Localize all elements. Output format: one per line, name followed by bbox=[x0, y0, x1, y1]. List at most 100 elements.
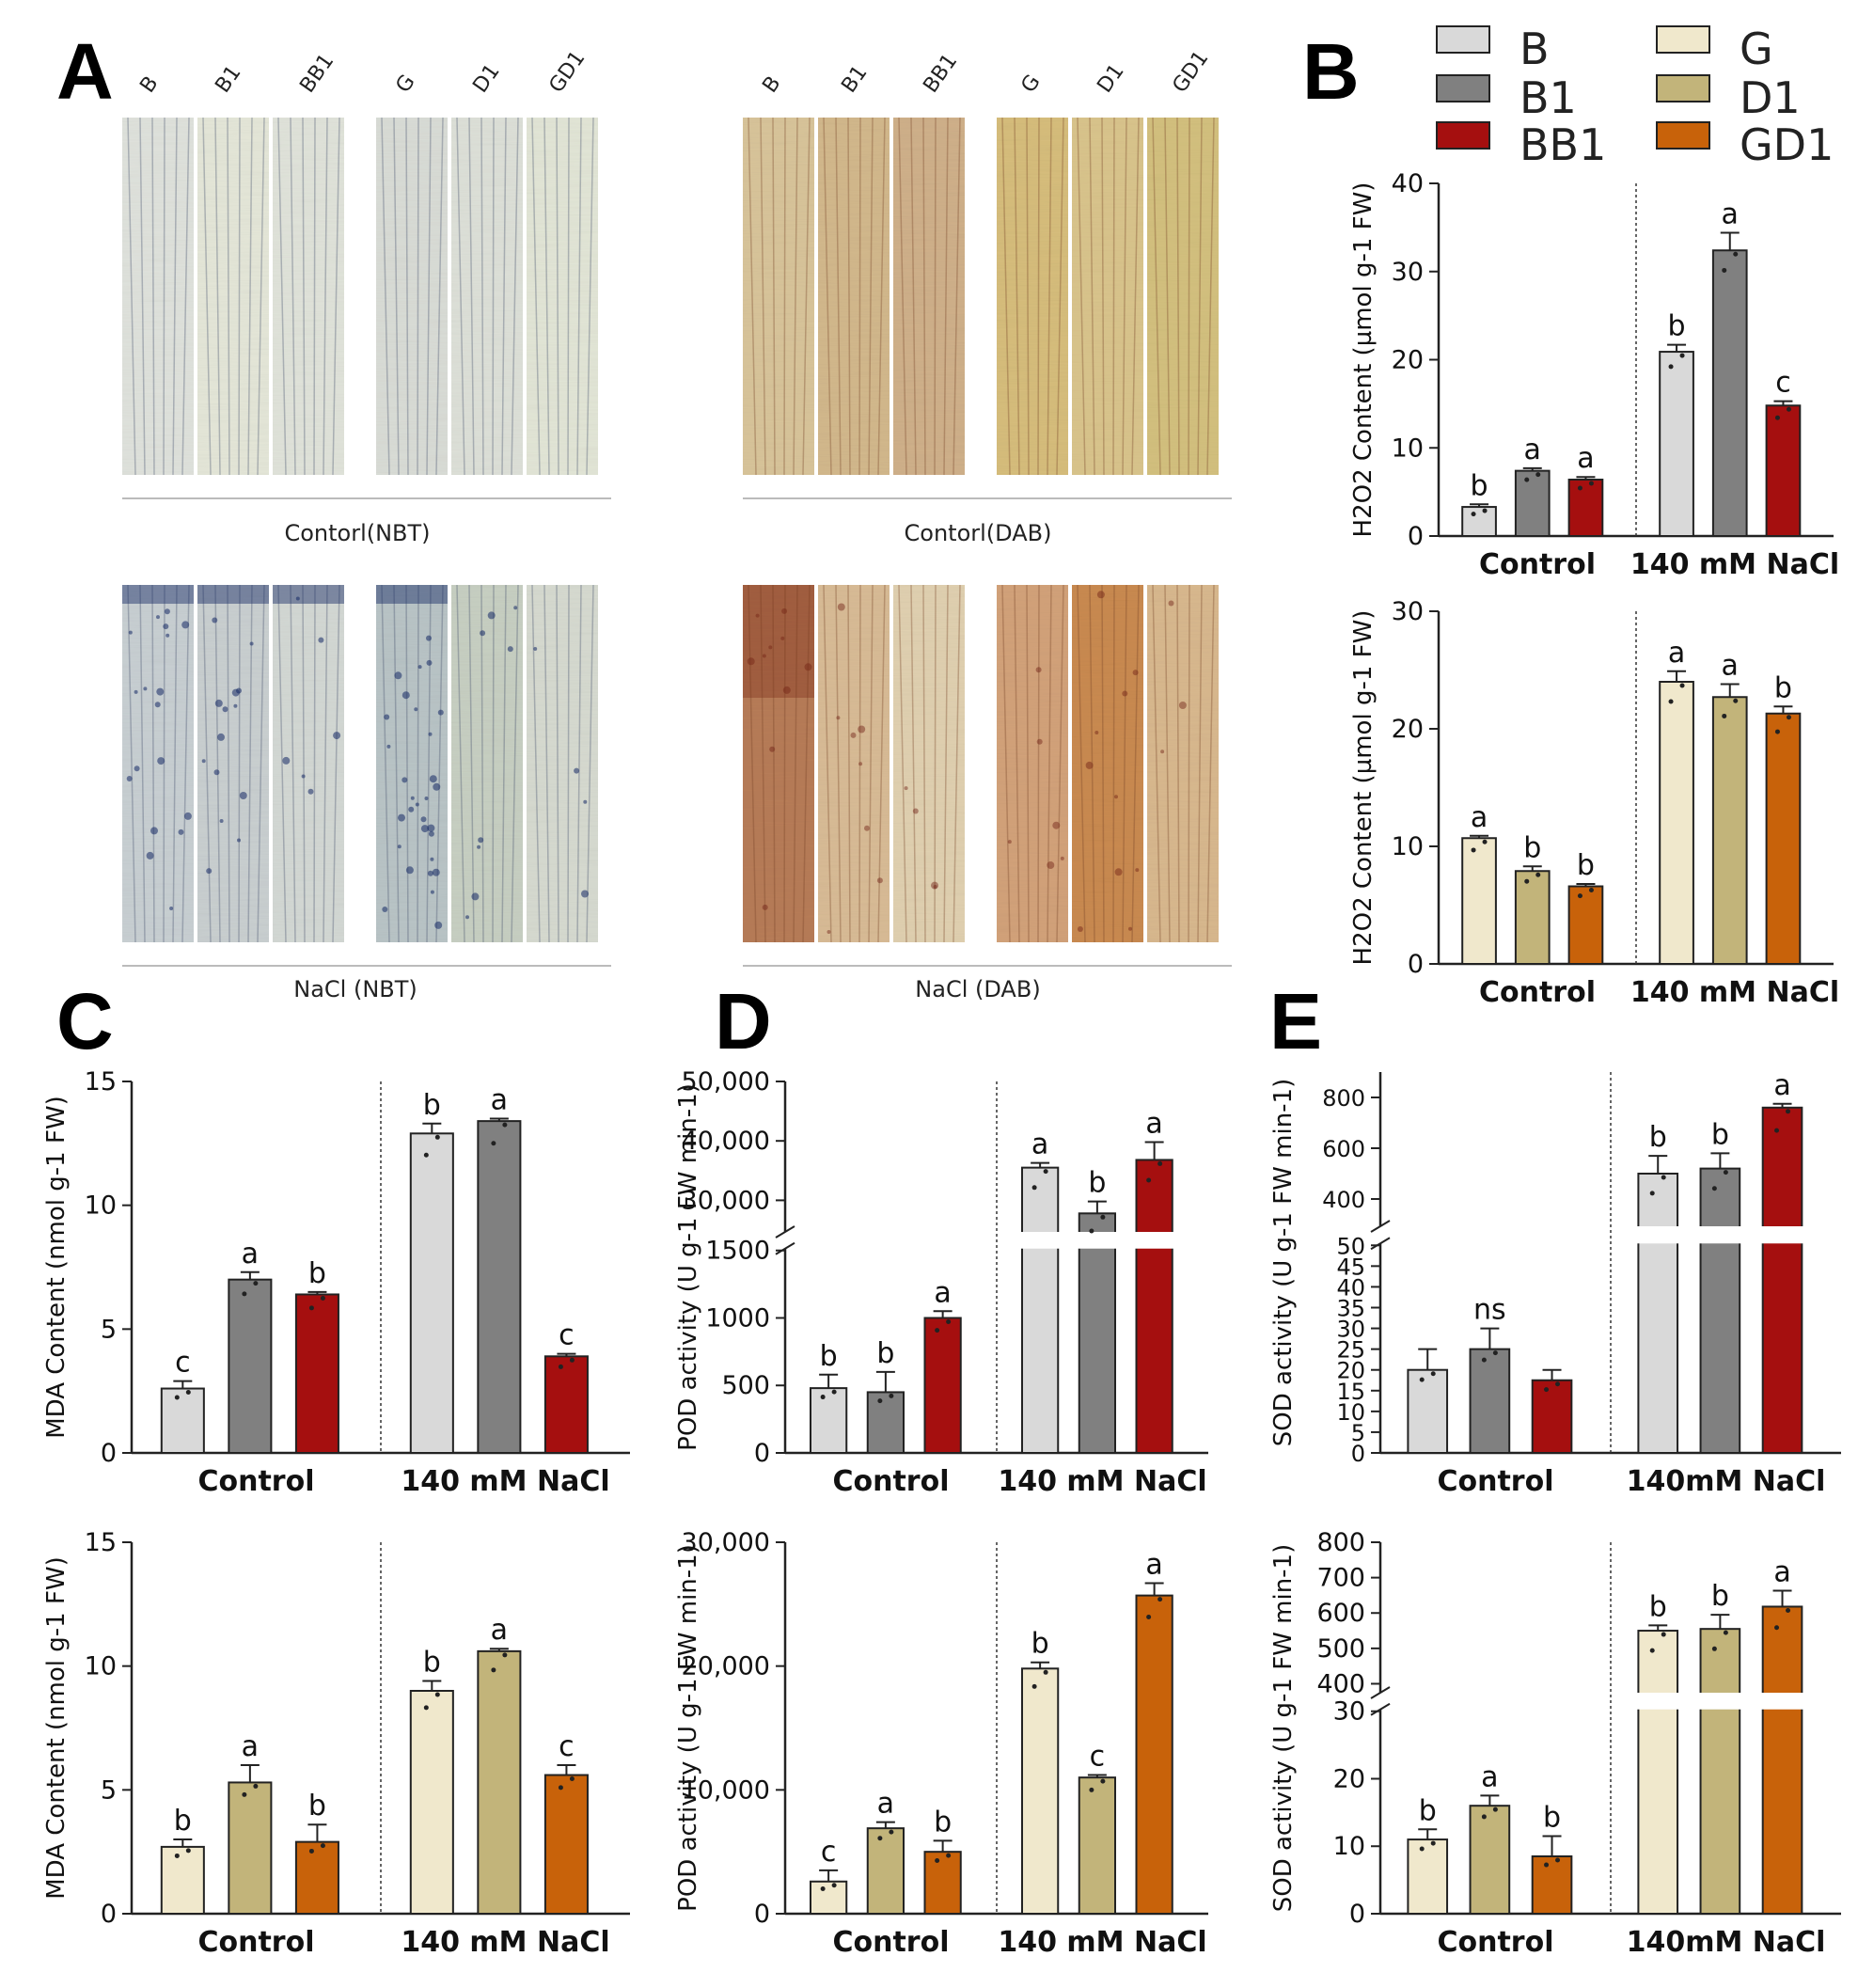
leaf-vein bbox=[847, 584, 851, 943]
col-label-gd1: GD1 bbox=[544, 47, 590, 98]
leaf-vein bbox=[323, 584, 328, 943]
significance-letter: a bbox=[1722, 198, 1739, 231]
y-tick-label: 0 bbox=[1349, 1900, 1365, 1929]
leaf-vein bbox=[556, 584, 559, 943]
leaf-strip bbox=[893, 585, 965, 942]
stain-spot bbox=[150, 827, 158, 835]
group-label: 140mM NaCl bbox=[1627, 1926, 1826, 1959]
leaf-strip bbox=[1072, 585, 1143, 942]
y-tick-label: 10 bbox=[1336, 1399, 1365, 1426]
stain-spot bbox=[402, 691, 410, 700]
y-tick-label: 40 bbox=[1336, 1274, 1365, 1301]
stain-spot bbox=[236, 687, 242, 694]
y-axis-label: SOD activity (U g-1 FW min-1) bbox=[1269, 1544, 1298, 1913]
significance-letter: c bbox=[1090, 1741, 1106, 1774]
significance-letter: b bbox=[1649, 1590, 1667, 1623]
stain-patch bbox=[197, 585, 269, 604]
legend-swatch-d1 bbox=[1656, 74, 1710, 103]
data-point bbox=[1535, 872, 1541, 877]
leaf-vein bbox=[381, 584, 390, 943]
stain-spot bbox=[398, 813, 405, 822]
data-point bbox=[1786, 406, 1791, 412]
leaf-vein bbox=[426, 584, 432, 943]
y-tick-label: 10 bbox=[85, 1652, 117, 1681]
stain-spot bbox=[782, 686, 791, 694]
col-label-gd1: GD1 bbox=[1168, 47, 1213, 98]
leaf-vein bbox=[802, 584, 811, 943]
significance-letter: a bbox=[491, 1614, 508, 1647]
leaf-vein bbox=[468, 584, 475, 943]
caption-nacl-dab: NaCl (DAB) bbox=[915, 976, 1040, 1002]
stain-spot bbox=[904, 786, 908, 791]
leaf-strip bbox=[273, 118, 344, 475]
significance-letter: a bbox=[1577, 442, 1594, 475]
leaf-vein bbox=[586, 584, 594, 943]
stain-spot bbox=[465, 915, 469, 920]
stain-spot bbox=[402, 777, 408, 783]
bar-d1 bbox=[1469, 1805, 1511, 1915]
data-point bbox=[1577, 485, 1582, 491]
data-point bbox=[1711, 1646, 1717, 1651]
data-point bbox=[889, 1393, 894, 1398]
data-point bbox=[253, 1783, 259, 1789]
stain-spot bbox=[477, 844, 481, 849]
leaf-vein bbox=[934, 584, 937, 943]
leaf-vein bbox=[1197, 117, 1203, 476]
leaf-vein bbox=[953, 117, 961, 476]
stain-spot bbox=[427, 870, 433, 876]
leaf-vein bbox=[511, 117, 519, 476]
data-point bbox=[1157, 1160, 1163, 1166]
data-point bbox=[877, 1398, 883, 1404]
y-axis-label: H2O2 Content (µmol g-1 FW) bbox=[1349, 610, 1378, 966]
stain-spot bbox=[222, 706, 228, 713]
col-label-bb1: BB1 bbox=[919, 50, 962, 98]
bar-bb1 bbox=[1531, 1379, 1573, 1454]
y-tick-label: 30 bbox=[1336, 1317, 1365, 1343]
y-tick-label: 30 bbox=[1392, 597, 1424, 626]
stain-spot bbox=[804, 663, 812, 671]
leaf-vein bbox=[332, 117, 340, 476]
bar-d1 bbox=[228, 1781, 273, 1916]
leaf-vein bbox=[435, 117, 444, 476]
significance-letter: b bbox=[934, 1806, 952, 1838]
stain-spot bbox=[1085, 761, 1094, 769]
leaf-vein bbox=[1112, 584, 1115, 943]
leaf-vein bbox=[480, 117, 484, 476]
data-point bbox=[1100, 1214, 1106, 1220]
leaf-vein bbox=[748, 584, 757, 943]
y-tick-label: 5 bbox=[101, 1315, 117, 1344]
bar-b bbox=[1461, 506, 1497, 537]
y-tick-label: 400 bbox=[1316, 1669, 1365, 1698]
panel-letter-e: E bbox=[1269, 977, 1322, 1065]
significance-letter: b bbox=[1649, 1121, 1667, 1154]
stain-spot bbox=[533, 647, 538, 651]
leaf-vein bbox=[1152, 117, 1161, 476]
y-tick-label: 5 bbox=[1351, 1420, 1365, 1446]
stain-spot bbox=[282, 756, 291, 765]
bar-break-gap bbox=[1134, 1232, 1174, 1249]
stain-spot bbox=[762, 654, 766, 658]
y-tick-label: 15 bbox=[85, 1528, 117, 1557]
bar-gd1 bbox=[543, 1774, 589, 1915]
leaf-vein bbox=[783, 584, 786, 943]
group-label: 140 mM NaCl bbox=[1630, 548, 1839, 581]
leaf-vein bbox=[139, 117, 146, 476]
stain-spot bbox=[143, 686, 148, 691]
leaf-vein bbox=[1206, 584, 1215, 943]
significance-letter: a bbox=[242, 1730, 259, 1763]
data-point bbox=[1722, 267, 1727, 273]
col-label-b: B bbox=[758, 72, 785, 98]
leaf-vein bbox=[898, 117, 907, 476]
group-label: Control bbox=[832, 1926, 949, 1959]
leaf-vein bbox=[214, 117, 221, 476]
stain-block bbox=[743, 584, 1232, 967]
stain-spot bbox=[437, 709, 444, 716]
significance-letter: b bbox=[1711, 1580, 1729, 1613]
significance-letter: b bbox=[423, 1646, 441, 1679]
group-label: 140 mM NaCl bbox=[1630, 976, 1839, 1009]
y-tick-label: 0 bbox=[754, 1439, 770, 1468]
significance-letter: a bbox=[1145, 1107, 1162, 1140]
data-point bbox=[569, 1357, 575, 1363]
leaf-vein bbox=[772, 584, 776, 943]
leaf-vein bbox=[127, 584, 136, 943]
